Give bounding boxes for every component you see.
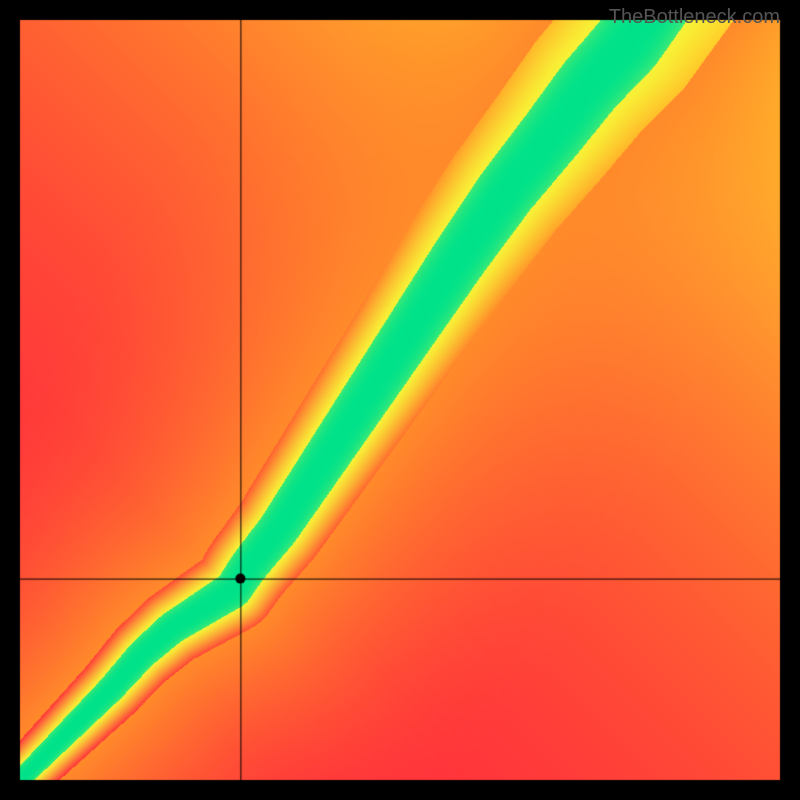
watermark-text: TheBottleneck.com [609,6,780,29]
bottleneck-heatmap [0,0,800,800]
